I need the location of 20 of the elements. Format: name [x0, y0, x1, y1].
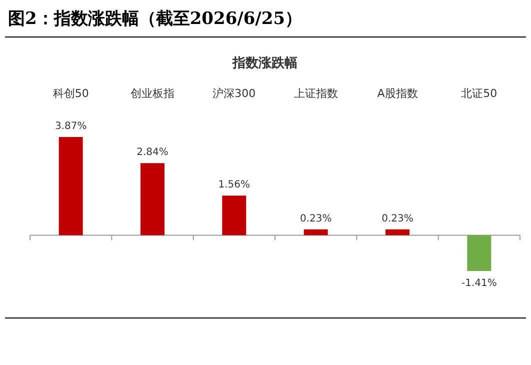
x-tick-label: 科创50 — [52, 87, 89, 100]
bar — [140, 163, 164, 236]
data-label: 0.23% — [382, 213, 414, 224]
data-label: 1.56% — [218, 180, 250, 191]
bar — [386, 229, 410, 236]
x-tick-label: 沪深300 — [212, 87, 256, 100]
bar — [304, 229, 328, 236]
data-label: -1.41% — [461, 278, 497, 289]
bar — [222, 196, 246, 236]
chart-subtitle: 指数涨跌幅 — [232, 56, 298, 71]
x-tick-label: A股指数 — [377, 87, 418, 100]
bar — [58, 137, 83, 236]
x-tick-label: 上证指数 — [294, 87, 338, 100]
bar — [467, 235, 492, 271]
data-label: 2.84% — [136, 147, 168, 158]
data-label: 3.87% — [54, 121, 87, 132]
x-tick-label: 北证50 — [461, 87, 498, 100]
x-tick-label: 创业板指 — [130, 87, 174, 100]
chart-title: 图2：指数涨跌幅（截至2026/6/25） — [8, 9, 302, 29]
data-label: 0.23% — [300, 213, 332, 224]
